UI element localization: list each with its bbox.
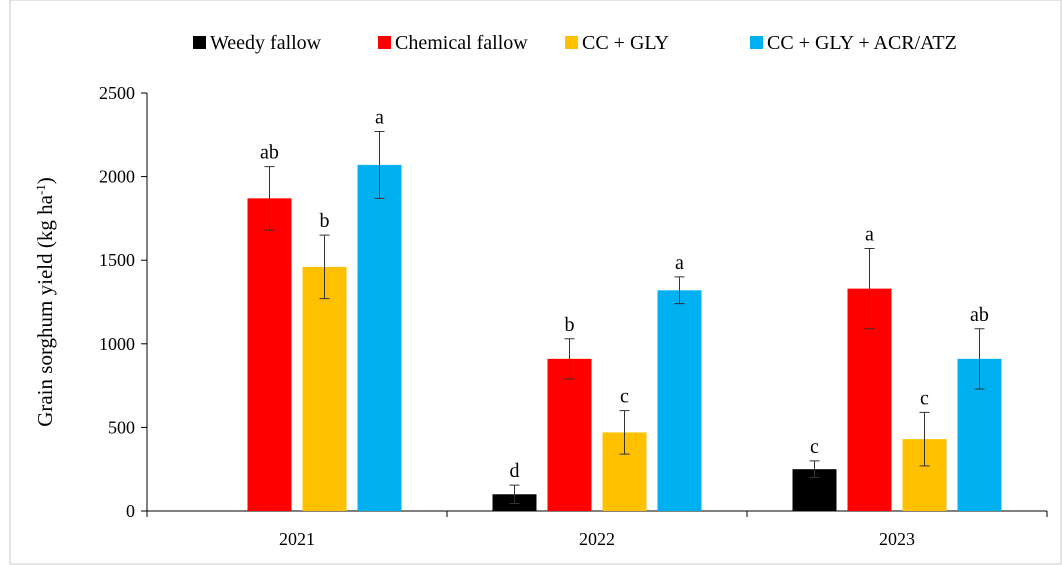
y-tick-label: 2500 bbox=[99, 83, 135, 103]
bar bbox=[547, 358, 592, 511]
bar bbox=[357, 164, 402, 511]
error-bar bbox=[919, 411, 930, 467]
significance-letter: c bbox=[620, 386, 629, 408]
legend-label: CC + GLY + ACR/ATZ bbox=[767, 32, 957, 54]
legend-swatch bbox=[193, 36, 206, 49]
error-bar bbox=[564, 338, 575, 380]
significance-letter: b bbox=[320, 210, 330, 232]
error-bar bbox=[509, 484, 520, 504]
error-bar bbox=[974, 328, 985, 390]
significance-letter: ab bbox=[260, 142, 279, 164]
y-tick-label: 1000 bbox=[99, 334, 135, 354]
significance-letter: a bbox=[865, 223, 874, 245]
y-axis-title: Grain sorghum yield (kg ha-1) bbox=[33, 177, 57, 427]
error-bar bbox=[619, 410, 630, 455]
significance-letter: a bbox=[375, 106, 384, 128]
y-tick-label: 1500 bbox=[99, 250, 135, 270]
significance-letter: d bbox=[510, 460, 520, 482]
error-bar bbox=[864, 247, 875, 330]
bar bbox=[302, 266, 347, 511]
y-label-sup: -1 bbox=[33, 184, 48, 195]
bar bbox=[657, 290, 702, 511]
frame bbox=[9, 0, 1062, 565]
legend-label: CC + GLY bbox=[582, 32, 669, 54]
significance-letter: c bbox=[920, 387, 929, 409]
legend-label: Chemical fallow bbox=[395, 32, 528, 54]
y-label: Grain sorghum yield (kg ha bbox=[33, 194, 57, 426]
legend-label: Weedy fallow bbox=[210, 32, 322, 54]
error-bar bbox=[264, 166, 275, 231]
x-tick-label: 2021 bbox=[279, 529, 315, 549]
y-tick-label: 0 bbox=[126, 501, 135, 521]
legend-swatch bbox=[750, 36, 763, 49]
y-tick-label: 2000 bbox=[99, 167, 135, 187]
error-bar bbox=[319, 234, 330, 300]
error-bar bbox=[374, 130, 385, 199]
x-tick-label: 2023 bbox=[879, 529, 915, 549]
legend-swatch bbox=[378, 36, 391, 49]
significance-letter: c bbox=[810, 436, 819, 458]
significance-letter: b bbox=[565, 314, 575, 336]
bar bbox=[247, 198, 292, 511]
error-bar bbox=[809, 460, 820, 479]
y-tick-label: 500 bbox=[108, 417, 135, 437]
significance-letter: ab bbox=[970, 304, 989, 326]
error-bar bbox=[674, 276, 685, 305]
significance-letter: a bbox=[675, 252, 684, 274]
y-label-end: ) bbox=[33, 177, 57, 184]
legend-swatch bbox=[565, 36, 578, 49]
x-tick-label: 2022 bbox=[579, 529, 615, 549]
